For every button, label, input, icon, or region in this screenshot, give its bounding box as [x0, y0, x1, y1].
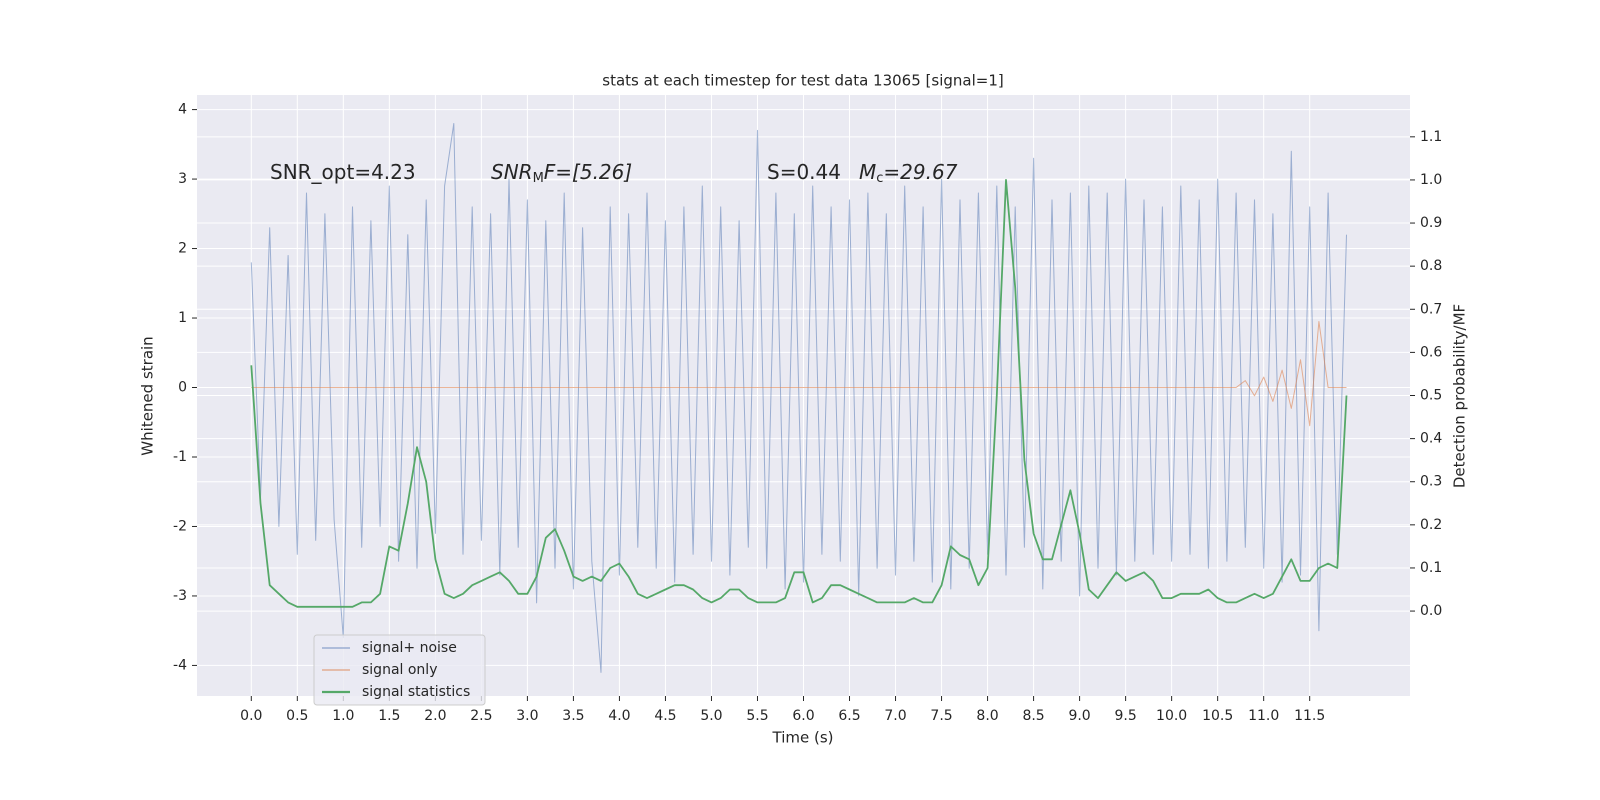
grid [197, 95, 1410, 696]
x-tick-label: 3.0 [516, 708, 538, 724]
y-tick-label: 2 [178, 241, 187, 257]
x-tick-label: 6.5 [838, 708, 860, 724]
y-tick-label: -1 [173, 449, 187, 465]
legend-box [313, 634, 486, 706]
y2-tick-label: 1.1 [1420, 129, 1442, 145]
y-tick-label: 0 [178, 380, 187, 396]
chart-title: stats at each timestep for test data 130… [602, 72, 1003, 90]
x-tick-label: 0.5 [286, 708, 308, 724]
annotation: Mc=29.67 [859, 160, 958, 186]
x-tick-label: 2.5 [470, 708, 492, 724]
y2-tick-label: 0.1 [1420, 560, 1442, 576]
x-tick-label: 5.0 [700, 708, 722, 724]
y2-tick-label: 0.2 [1420, 517, 1442, 533]
x-tick-label: 8.5 [1022, 708, 1044, 724]
legend-label: signal statistics [362, 684, 470, 700]
x-axis-label: Time (s) [772, 729, 834, 747]
y2-tick-label: 0.6 [1420, 344, 1442, 360]
legend: signal+ noise signal only signal statistic… [313, 634, 486, 706]
annotation-part: M [859, 160, 876, 184]
x-tick-label: 1.0 [332, 708, 354, 724]
y2-tick-label: 0.8 [1420, 258, 1442, 274]
x-tick-label: 0.0 [240, 708, 262, 724]
y2-tick-label: 0.5 [1420, 388, 1442, 404]
x-tick-label: 4.0 [608, 708, 630, 724]
x-tick-label: 7.0 [884, 708, 906, 724]
y-tick-label: -4 [173, 657, 187, 673]
x-tick-label: 11.5 [1294, 708, 1325, 724]
series-line [250, 179, 1348, 608]
annotation: SNR_opt=4.23 [270, 160, 416, 184]
x-tick-label: 9.0 [1068, 708, 1090, 724]
annotation-part: =29.67 [883, 160, 957, 184]
y2-tick-label: 0.9 [1420, 215, 1442, 231]
x-tick-label: 10.5 [1202, 708, 1233, 724]
y-axis-label: Whitened strain [139, 336, 157, 455]
y2-tick-label: 0.3 [1420, 474, 1442, 490]
y-tick-label: -3 [173, 588, 187, 604]
x-tick-label: 3.5 [562, 708, 584, 724]
x-tick-label: 6.0 [792, 708, 814, 724]
y-tick-label: 1 [178, 310, 187, 326]
annotation-part: F=[5.26] [544, 160, 632, 184]
x-tick-label: 9.5 [1114, 708, 1136, 724]
y2-tick-label: 0.7 [1420, 301, 1442, 317]
x-tick-label: 10.0 [1156, 708, 1187, 724]
annotation-sub: c [876, 171, 883, 186]
y-tick-label: -2 [173, 518, 187, 534]
annotation-part: SNR_opt=4.23 [270, 160, 416, 184]
annotation: SNRMF=[5.26] [491, 160, 632, 186]
y2-axis-label: Detection probability/MF [1451, 304, 1469, 488]
annotation: S=0.44 [767, 160, 841, 184]
x-tick-label: 5.5 [746, 708, 768, 724]
legend-label: signal only [362, 662, 437, 678]
marks [250, 123, 1348, 673]
y2-tick-label: 1.0 [1420, 172, 1442, 188]
x-tick-label: 8.0 [976, 708, 998, 724]
y-tick-label: 4 [178, 102, 187, 118]
annotation-part: S=0.44 [767, 160, 841, 184]
y2-tick-label: 0.0 [1420, 603, 1442, 619]
y-tick-label: 3 [178, 171, 187, 187]
x-tick-label: 1.5 [378, 708, 400, 724]
annotation-sub: M [533, 171, 544, 186]
x-tick-label: 2.0 [424, 708, 446, 724]
legend-label: signal+ noise [362, 640, 457, 656]
annotation-part: SNR [491, 160, 533, 184]
x-tick-label: 4.5 [654, 708, 676, 724]
series-line [250, 123, 1347, 673]
y2-tick-label: 0.4 [1420, 431, 1442, 447]
x-tick-label: 7.5 [930, 708, 952, 724]
series-line [251, 321, 1347, 427]
x-tick-label: 11.0 [1248, 708, 1279, 724]
